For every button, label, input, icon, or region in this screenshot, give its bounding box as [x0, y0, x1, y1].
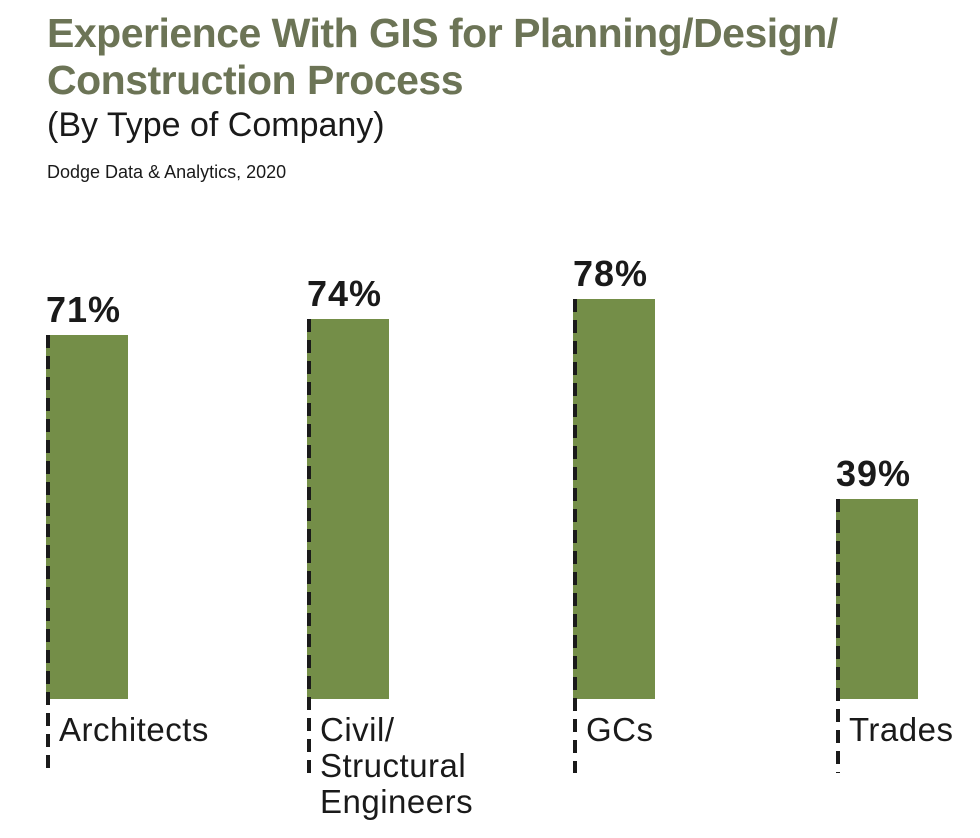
category-label-architects: Architects [59, 711, 209, 748]
dashed-drop-line-trades [836, 499, 840, 773]
chart-title: Experience With GIS for Planning/Design/… [47, 10, 947, 104]
bar-civil-structural-engineers [307, 319, 389, 699]
dashed-drop-line-gcs [573, 299, 577, 773]
chart-title-line1: Experience With GIS for Planning/Design/ [47, 10, 838, 56]
category-label-trades: Trades [849, 711, 954, 748]
value-label-gcs: 78% [573, 253, 649, 294]
dashed-drop-line-civil-structural-engineers [307, 319, 311, 773]
value-label-civil-structural-engineers: 74% [307, 273, 383, 314]
dashed-drop-line-architects [46, 335, 50, 773]
bar-architects [46, 335, 128, 699]
category-label-gcs: GCs [586, 711, 654, 748]
chart-subtitle: (By Type of Company) [47, 106, 385, 144]
chart-title-line2: Construction Process [47, 57, 464, 103]
chart-source: Dodge Data & Analytics, 2020 [47, 162, 287, 182]
bar-trades [836, 499, 918, 699]
bar-gcs [573, 299, 655, 699]
value-label-trades: 39% [836, 453, 912, 494]
category-label-civil-structural-engineers: Civil/Structural Engineers [320, 711, 474, 820]
value-label-architects: 71% [46, 289, 122, 330]
